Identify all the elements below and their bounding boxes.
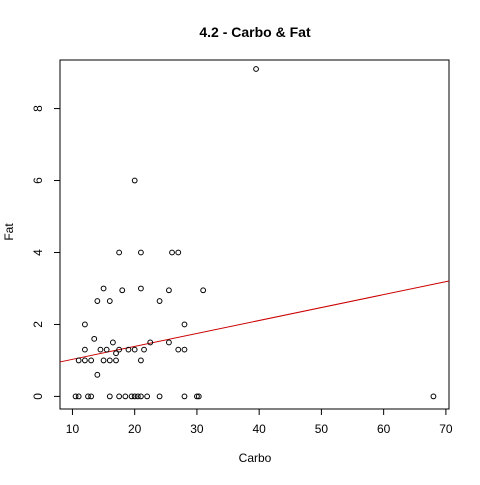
x-tick-label: 70 <box>439 422 453 436</box>
data-point <box>75 357 82 364</box>
x-tick-label: 60 <box>377 422 391 436</box>
data-point <box>144 393 151 400</box>
data-point <box>138 357 144 364</box>
data-point <box>200 287 207 294</box>
data-point <box>106 298 113 304</box>
data-point <box>156 393 163 400</box>
y-tick-label: 6 <box>31 177 45 184</box>
data-point <box>106 357 113 364</box>
data-point <box>100 285 107 292</box>
data-point <box>81 346 88 353</box>
data-point <box>169 249 175 256</box>
data-point <box>138 249 144 256</box>
data-point <box>94 371 101 378</box>
points-layer <box>72 66 437 400</box>
data-point <box>94 298 101 304</box>
y-tick-label: 0 <box>31 393 45 400</box>
data-point <box>430 393 437 400</box>
data-point <box>97 346 104 353</box>
plot-frame <box>59 59 450 410</box>
data-point <box>166 287 172 294</box>
y-axis: 0 2 4 6 8 <box>31 105 60 400</box>
regression-line-layer <box>59 280 450 363</box>
x-tick-label: 30 <box>190 422 204 436</box>
data-point <box>100 357 107 364</box>
data-point <box>138 393 144 400</box>
data-point <box>88 393 95 400</box>
data-point <box>175 249 182 256</box>
data-point <box>166 339 172 346</box>
data-point <box>181 321 188 328</box>
data-point <box>113 357 119 364</box>
y-axis-label: Fat <box>2 223 16 241</box>
x-tick-label: 10 <box>66 422 80 436</box>
data-point <box>122 393 129 400</box>
data-point <box>81 321 88 328</box>
x-axis-label: Carbo <box>239 451 272 465</box>
data-point <box>138 285 144 292</box>
data-point <box>91 335 98 342</box>
x-tick-label: 20 <box>128 422 142 436</box>
data-point <box>116 393 123 400</box>
data-point <box>147 339 154 346</box>
data-point <box>110 339 116 346</box>
data-point <box>156 298 163 304</box>
data-point <box>125 346 132 353</box>
x-tick-label: 40 <box>252 422 266 436</box>
data-point <box>181 346 188 353</box>
data-point <box>72 393 79 400</box>
data-point <box>113 350 119 357</box>
y-tick-label: 4 <box>31 249 45 256</box>
y-tick-label: 2 <box>31 321 45 328</box>
data-point <box>181 393 188 400</box>
data-point <box>106 393 113 400</box>
data-point <box>195 393 202 400</box>
x-axis: 10 20 30 40 50 60 70 <box>66 409 453 436</box>
data-point <box>194 393 200 400</box>
data-point <box>81 357 88 364</box>
data-point <box>103 346 110 353</box>
y-tick-label: 8 <box>31 105 45 112</box>
regression-line <box>59 280 450 363</box>
data-point <box>85 393 91 400</box>
chart-title: 4.2 - Carbo & Fat <box>199 24 311 40</box>
data-point <box>141 346 147 353</box>
data-point <box>119 287 126 294</box>
data-point <box>134 393 141 400</box>
data-point <box>175 346 182 353</box>
data-point <box>128 393 135 400</box>
data-point <box>116 346 123 353</box>
data-point <box>116 249 123 256</box>
data-point <box>131 346 138 353</box>
data-point <box>131 177 138 184</box>
x-tick-label: 50 <box>315 422 329 436</box>
data-point <box>253 66 259 72</box>
data-point <box>75 393 82 400</box>
data-point <box>131 393 138 400</box>
data-point <box>88 357 95 364</box>
